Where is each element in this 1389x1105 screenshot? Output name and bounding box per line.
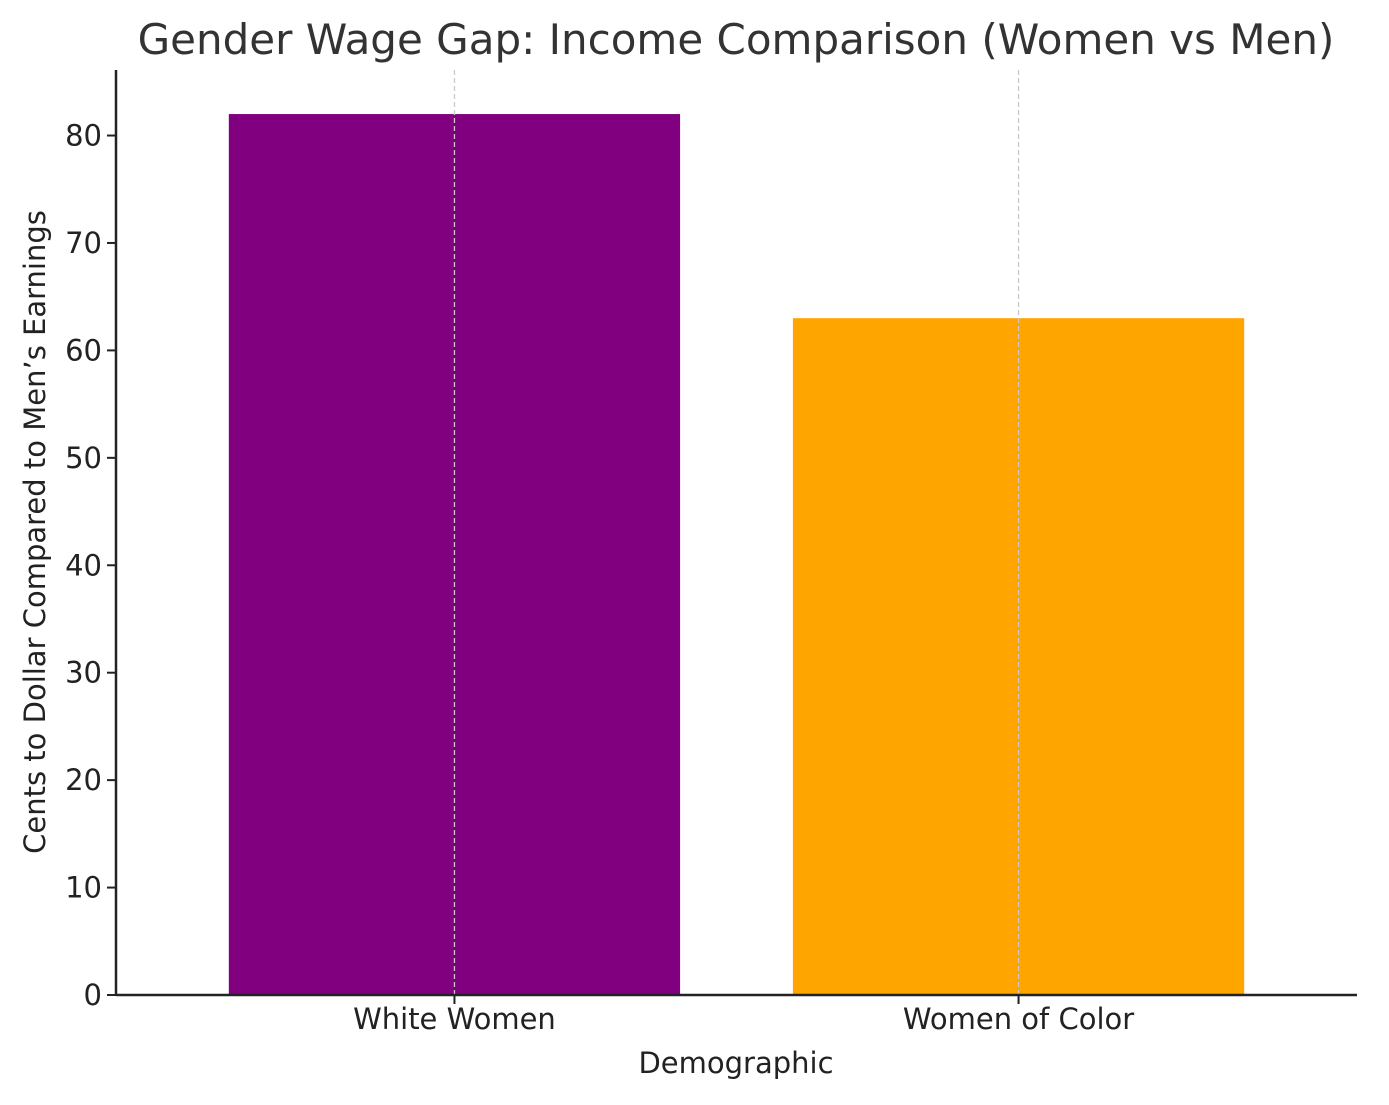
y-tick-label-2: 20	[65, 763, 102, 797]
y-tick-label-0: 0	[84, 978, 102, 1012]
y-tick-label-4: 40	[65, 548, 102, 582]
x-axis-label: Demographic	[638, 1046, 833, 1080]
y-tick-label-3: 30	[65, 656, 102, 690]
axes	[114, 70, 1357, 997]
bars	[228, 70, 1245, 996]
y-tick-label-8: 80	[65, 119, 102, 153]
x-tick-label-0: White Women	[353, 1002, 556, 1036]
y-tick-label-6: 60	[65, 333, 102, 367]
y-tick-label-5: 50	[65, 441, 102, 475]
x-tick-label-1: Women of Color	[903, 1002, 1134, 1036]
ticks: White Women Women of Color 0 10 20 30 40 50 60 70…	[65, 119, 1134, 1036]
y-axis-label: Cents to Dollar Compared to Men’s Earnin…	[18, 210, 52, 854]
y-tick-label-1: 10	[65, 871, 102, 905]
y-tick-label-7: 70	[65, 226, 102, 260]
chart-title: Gender Wage Gap: Income Comparison (Wome…	[138, 15, 1335, 64]
